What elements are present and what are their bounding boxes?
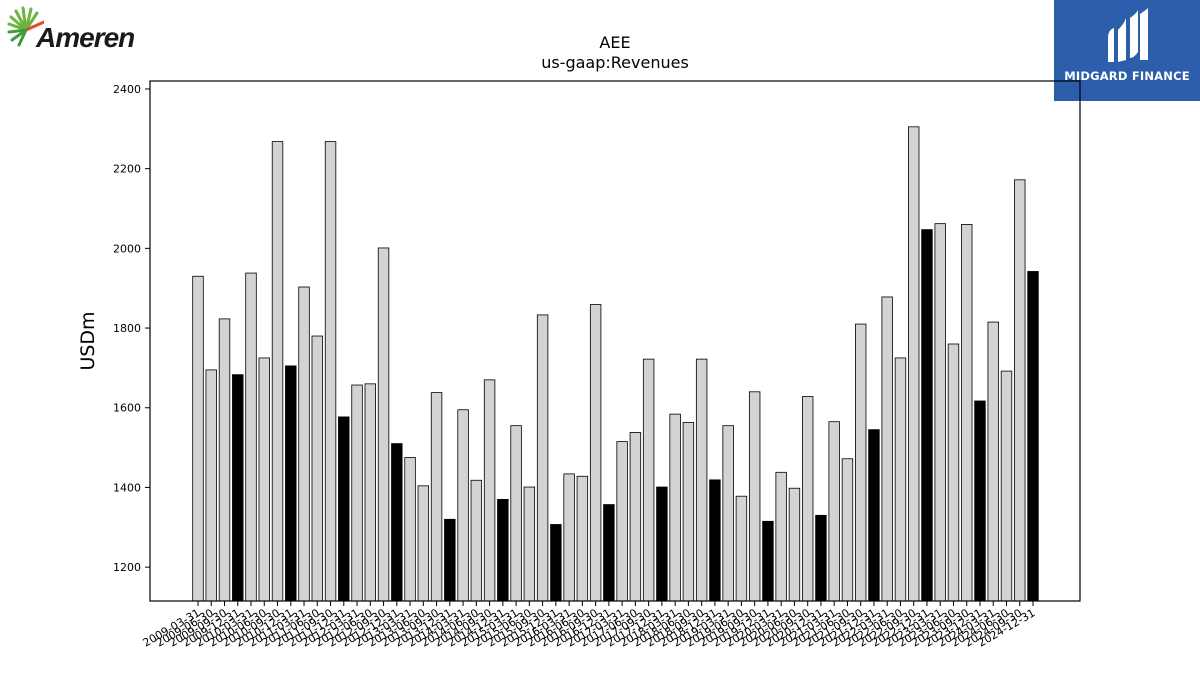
bar-2017-03-31 xyxy=(616,441,628,602)
bar-2009-06-30 xyxy=(205,369,217,602)
bar-2023-12-31 xyxy=(974,400,986,602)
y-tick-label: 2000 xyxy=(113,242,141,255)
bar-2013-09-30 xyxy=(430,392,443,602)
midgard-finance-logo-text: MIDGARD FINANCE xyxy=(1064,69,1190,83)
bar-2012-09-30 xyxy=(377,247,390,602)
y-tick-label: 2400 xyxy=(113,83,141,96)
chart-title: AEE xyxy=(599,33,630,52)
bar-2014-12-31 xyxy=(497,498,509,602)
bar-2010-09-30 xyxy=(271,141,284,602)
bar-2019-03-31 xyxy=(722,425,734,602)
bar-2011-12-31 xyxy=(338,416,350,602)
bar-2019-06-30 xyxy=(735,495,748,602)
bar-2024-06-30 xyxy=(1000,370,1013,602)
bar-2018-06-30 xyxy=(682,422,695,602)
bar-2016-09-30 xyxy=(589,304,602,602)
bar-2012-12-31 xyxy=(391,443,403,602)
chart-subtitle: us-gaap:Revenues xyxy=(541,53,689,72)
bar-2021-12-31 xyxy=(868,429,880,602)
bar-2013-06-30 xyxy=(417,485,430,602)
bar-2020-09-30 xyxy=(801,396,814,602)
bar-2018-03-31 xyxy=(669,413,681,602)
bar-2019-12-31 xyxy=(762,520,774,602)
bar-2013-03-31 xyxy=(404,457,416,602)
bar-2021-09-30 xyxy=(855,323,867,602)
bar-2014-03-31 xyxy=(457,409,469,602)
y-tick-label: 1200 xyxy=(113,561,141,574)
bar-2015-06-30 xyxy=(523,486,536,602)
bar-2012-06-30 xyxy=(364,383,377,602)
y-axis-label: USDm xyxy=(77,311,99,370)
bar-2022-06-30 xyxy=(894,357,907,602)
bar-2011-06-30 xyxy=(311,335,323,602)
bar-2009-09-30 xyxy=(218,318,231,602)
bar-2021-03-31 xyxy=(828,421,840,602)
bar-2012-03-31 xyxy=(351,384,363,602)
bar-2015-03-31 xyxy=(510,425,522,602)
bar-2016-06-30 xyxy=(576,475,589,602)
plot-frame xyxy=(149,80,1081,602)
bar-2011-09-30 xyxy=(324,141,337,602)
bar-2020-03-31 xyxy=(775,471,787,602)
bar-2013-12-31 xyxy=(444,518,456,602)
ameren-logo-text: Ameren xyxy=(36,22,135,53)
ameren-logo: Ameren xyxy=(4,4,139,56)
bar-2018-12-31 xyxy=(709,479,721,602)
bar-2014-09-30 xyxy=(483,379,496,602)
bar-2017-06-30 xyxy=(629,432,642,602)
bar-2015-09-30 xyxy=(536,314,549,602)
y-axis: 1200 1400 1600 1800 2000 2200 2400 xyxy=(113,83,150,574)
bar-2020-12-31 xyxy=(815,514,827,602)
bar-2023-09-30 xyxy=(961,224,973,602)
x-axis: 2009-03-312009-06-302009-09-302009-12-31… xyxy=(141,601,1038,650)
bar-2009-03-31 xyxy=(192,275,204,602)
bar-2015-12-31 xyxy=(550,524,562,602)
bar-2019-09-30 xyxy=(748,391,761,602)
bar-2016-12-31 xyxy=(603,504,615,602)
bar-2022-03-31 xyxy=(881,296,893,602)
bar-2023-03-31 xyxy=(934,223,946,602)
bar-2016-03-31 xyxy=(563,473,575,602)
bar-2024-09-30 xyxy=(1014,179,1026,602)
y-tick-label: 1800 xyxy=(113,322,141,335)
bars-group xyxy=(192,126,1039,602)
bar-2022-12-31 xyxy=(921,229,933,602)
bar-2024-03-31 xyxy=(987,321,999,602)
bar-2017-12-31 xyxy=(656,486,668,602)
sunburst-icon xyxy=(7,6,46,47)
bar-2017-09-30 xyxy=(642,358,655,602)
bar-2022-09-30 xyxy=(908,126,920,602)
bar-2010-06-30 xyxy=(258,357,270,602)
bar-2020-06-30 xyxy=(788,487,801,602)
bar-2009-12-31 xyxy=(232,374,244,602)
bar-2010-12-31 xyxy=(285,365,297,602)
bar-2024-12-31 xyxy=(1027,271,1039,602)
y-tick-label: 2200 xyxy=(113,163,141,176)
midgard-finance-logo: MIDGARD FINANCE xyxy=(1054,0,1200,101)
y-tick-label: 1600 xyxy=(113,402,141,415)
bar-2021-06-30 xyxy=(841,458,854,602)
bar-2018-09-30 xyxy=(695,358,708,602)
bar-2011-03-31 xyxy=(298,286,310,602)
midgard-emblem-icon xyxy=(1108,8,1148,62)
bar-2014-06-30 xyxy=(470,479,483,602)
bar-2023-06-30 xyxy=(947,343,960,602)
bar-2010-03-31 xyxy=(245,272,257,602)
y-tick-label: 1400 xyxy=(113,481,141,494)
